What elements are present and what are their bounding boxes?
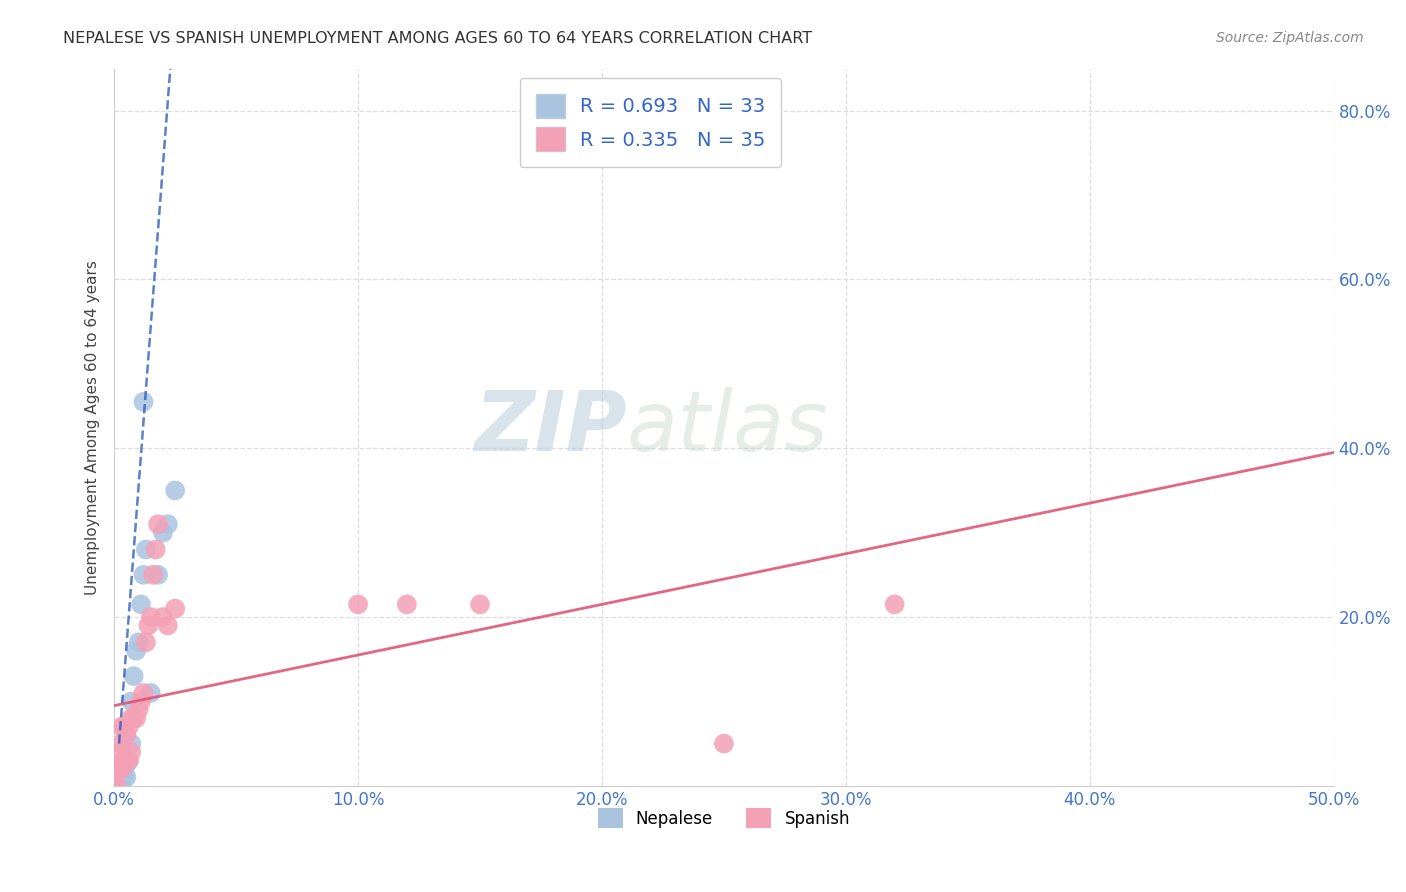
Point xyxy=(139,610,162,624)
Point xyxy=(128,635,150,649)
Point xyxy=(110,774,132,789)
Point xyxy=(112,720,135,734)
Point xyxy=(103,779,125,793)
Point xyxy=(103,779,125,793)
Point xyxy=(145,542,167,557)
Point xyxy=(105,766,128,780)
Point xyxy=(883,598,905,612)
Point xyxy=(108,766,131,780)
Point xyxy=(146,567,169,582)
Point xyxy=(105,774,128,789)
Point xyxy=(105,762,128,776)
Point xyxy=(135,635,157,649)
Point xyxy=(108,779,131,793)
Point xyxy=(120,745,142,759)
Point xyxy=(110,720,132,734)
Point xyxy=(120,711,142,725)
Point xyxy=(103,779,125,793)
Point xyxy=(103,774,125,789)
Point xyxy=(468,598,491,612)
Point xyxy=(142,567,165,582)
Point xyxy=(152,610,174,624)
Point xyxy=(115,754,138,768)
Point xyxy=(129,598,152,612)
Point xyxy=(105,770,128,784)
Point xyxy=(128,703,150,717)
Text: atlas: atlas xyxy=(626,386,828,467)
Point xyxy=(125,711,148,725)
Text: ZIP: ZIP xyxy=(474,386,626,467)
Point xyxy=(138,618,160,632)
Point xyxy=(108,774,131,789)
Point xyxy=(125,644,148,658)
Point xyxy=(115,770,138,784)
Point xyxy=(110,766,132,780)
Point xyxy=(132,686,155,700)
Legend: Nepalese, Spanish: Nepalese, Spanish xyxy=(591,801,856,835)
Point xyxy=(108,745,131,759)
Point xyxy=(156,618,179,632)
Point xyxy=(110,762,132,776)
Text: NEPALESE VS SPANISH UNEMPLOYMENT AMONG AGES 60 TO 64 YEARS CORRELATION CHART: NEPALESE VS SPANISH UNEMPLOYMENT AMONG A… xyxy=(63,31,813,46)
Point xyxy=(112,762,135,776)
Point xyxy=(112,770,135,784)
Point xyxy=(395,598,418,612)
Point xyxy=(108,762,131,776)
Point xyxy=(165,601,187,615)
Point xyxy=(152,525,174,540)
Point xyxy=(713,737,735,751)
Point xyxy=(115,728,138,742)
Point xyxy=(165,483,187,498)
Point xyxy=(110,737,132,751)
Text: Source: ZipAtlas.com: Source: ZipAtlas.com xyxy=(1216,31,1364,45)
Y-axis label: Unemployment Among Ages 60 to 64 years: Unemployment Among Ages 60 to 64 years xyxy=(86,260,100,595)
Point xyxy=(120,694,142,708)
Point xyxy=(135,542,157,557)
Point xyxy=(120,737,142,751)
Point xyxy=(105,779,128,793)
Point xyxy=(129,694,152,708)
Point xyxy=(118,754,141,768)
Point xyxy=(132,567,155,582)
Point xyxy=(115,757,138,772)
Point xyxy=(156,517,179,532)
Point xyxy=(105,779,128,793)
Point xyxy=(112,754,135,768)
Point xyxy=(146,517,169,532)
Point xyxy=(132,394,155,409)
Point xyxy=(139,686,162,700)
Point xyxy=(118,754,141,768)
Point xyxy=(118,720,141,734)
Point xyxy=(347,598,370,612)
Point xyxy=(108,770,131,784)
Point xyxy=(122,711,145,725)
Point xyxy=(110,770,132,784)
Point xyxy=(122,669,145,683)
